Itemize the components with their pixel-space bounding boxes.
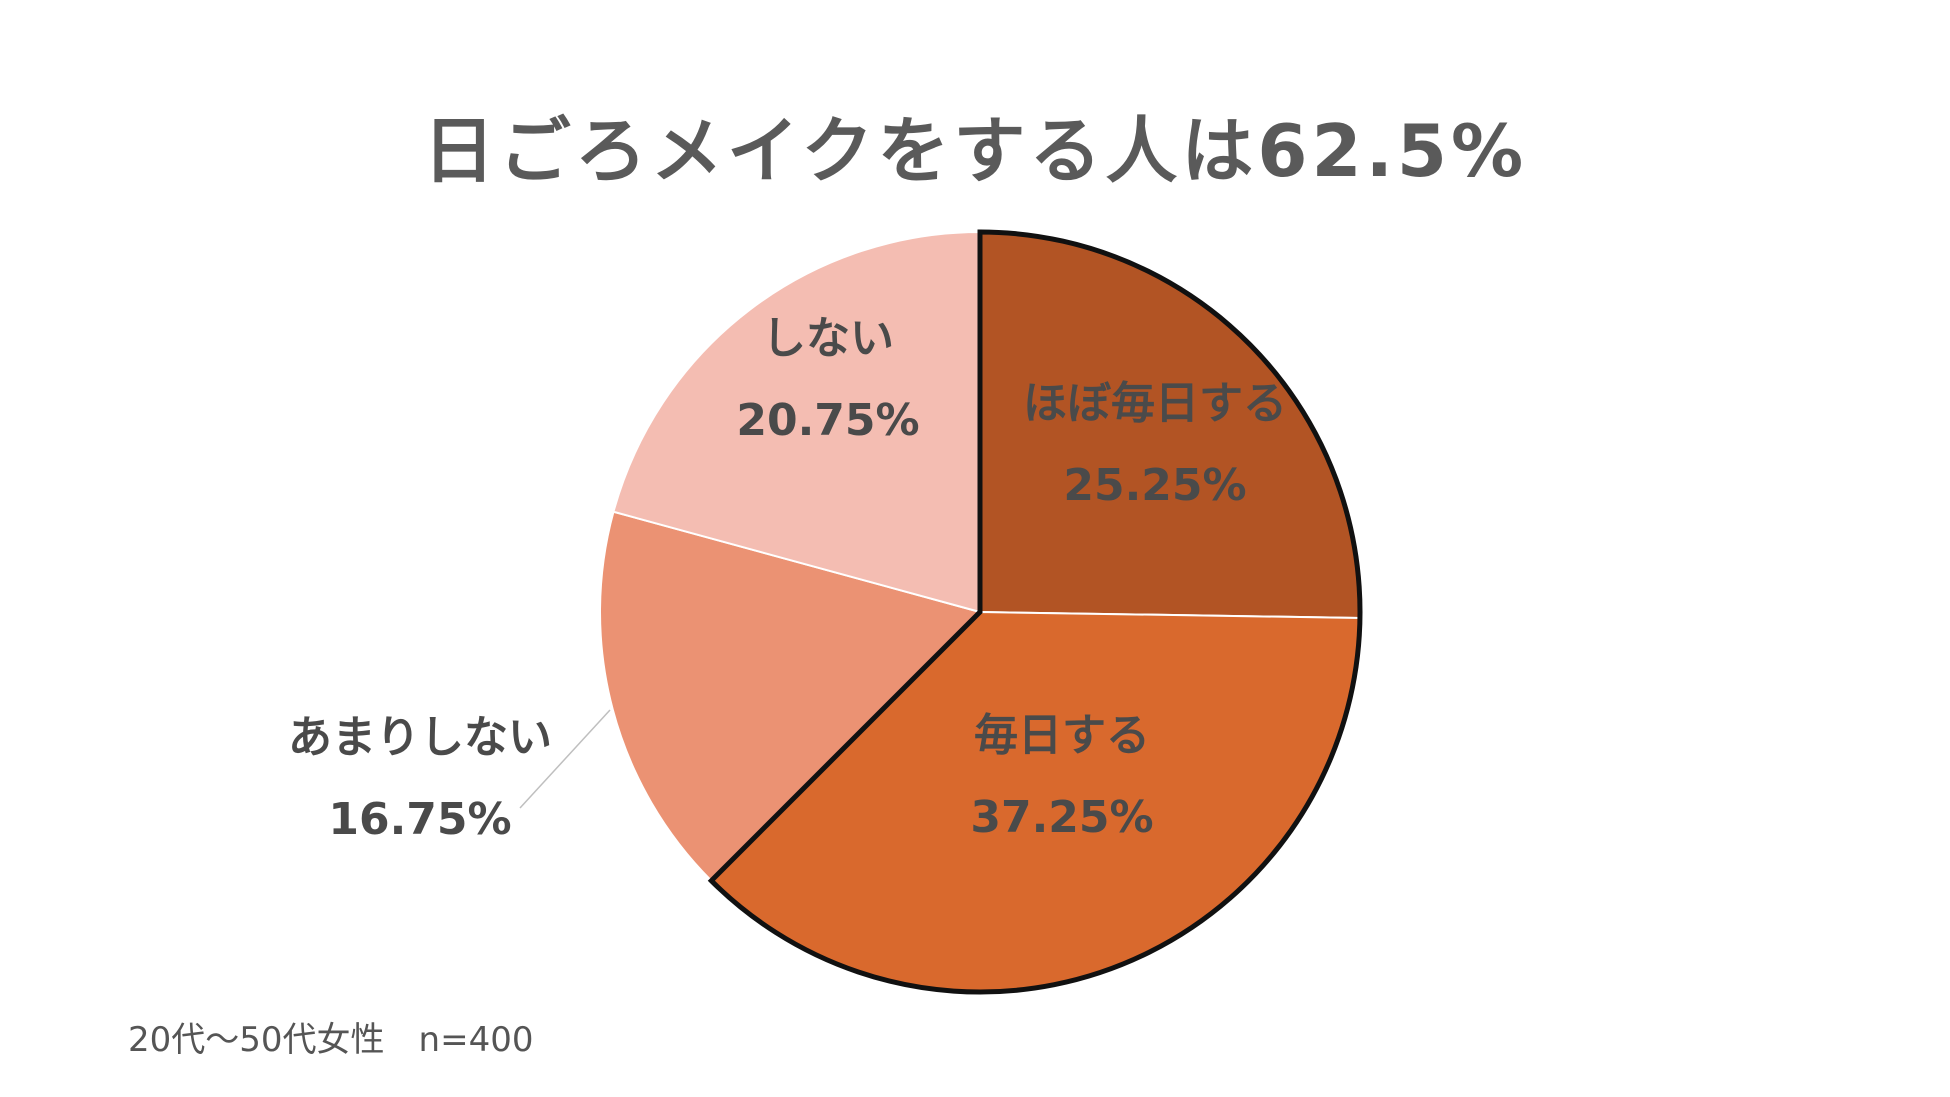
slice-value-label: 25.25% xyxy=(1063,460,1246,511)
highlight-outline xyxy=(707,229,1363,995)
slice-category-label: あまりしない xyxy=(288,712,552,763)
slice-value-label: 37.25% xyxy=(970,792,1153,843)
chart-title: 日ごろメイクをする人は62.5% xyxy=(422,109,1528,193)
sample-footnote: 20代～50代女性 n=400 xyxy=(128,1020,534,1060)
label-leader-line xyxy=(519,709,611,809)
pie-slice xyxy=(612,230,981,614)
pie-slice xyxy=(599,510,982,883)
slice-category-label: しない xyxy=(762,313,894,364)
slice-value-label: 20.75% xyxy=(736,395,919,446)
slice-category-label: ほぼ毎日する xyxy=(1023,378,1287,429)
slice-category-label: 毎日する xyxy=(974,710,1150,761)
slice-value-label: 16.75% xyxy=(328,794,511,845)
